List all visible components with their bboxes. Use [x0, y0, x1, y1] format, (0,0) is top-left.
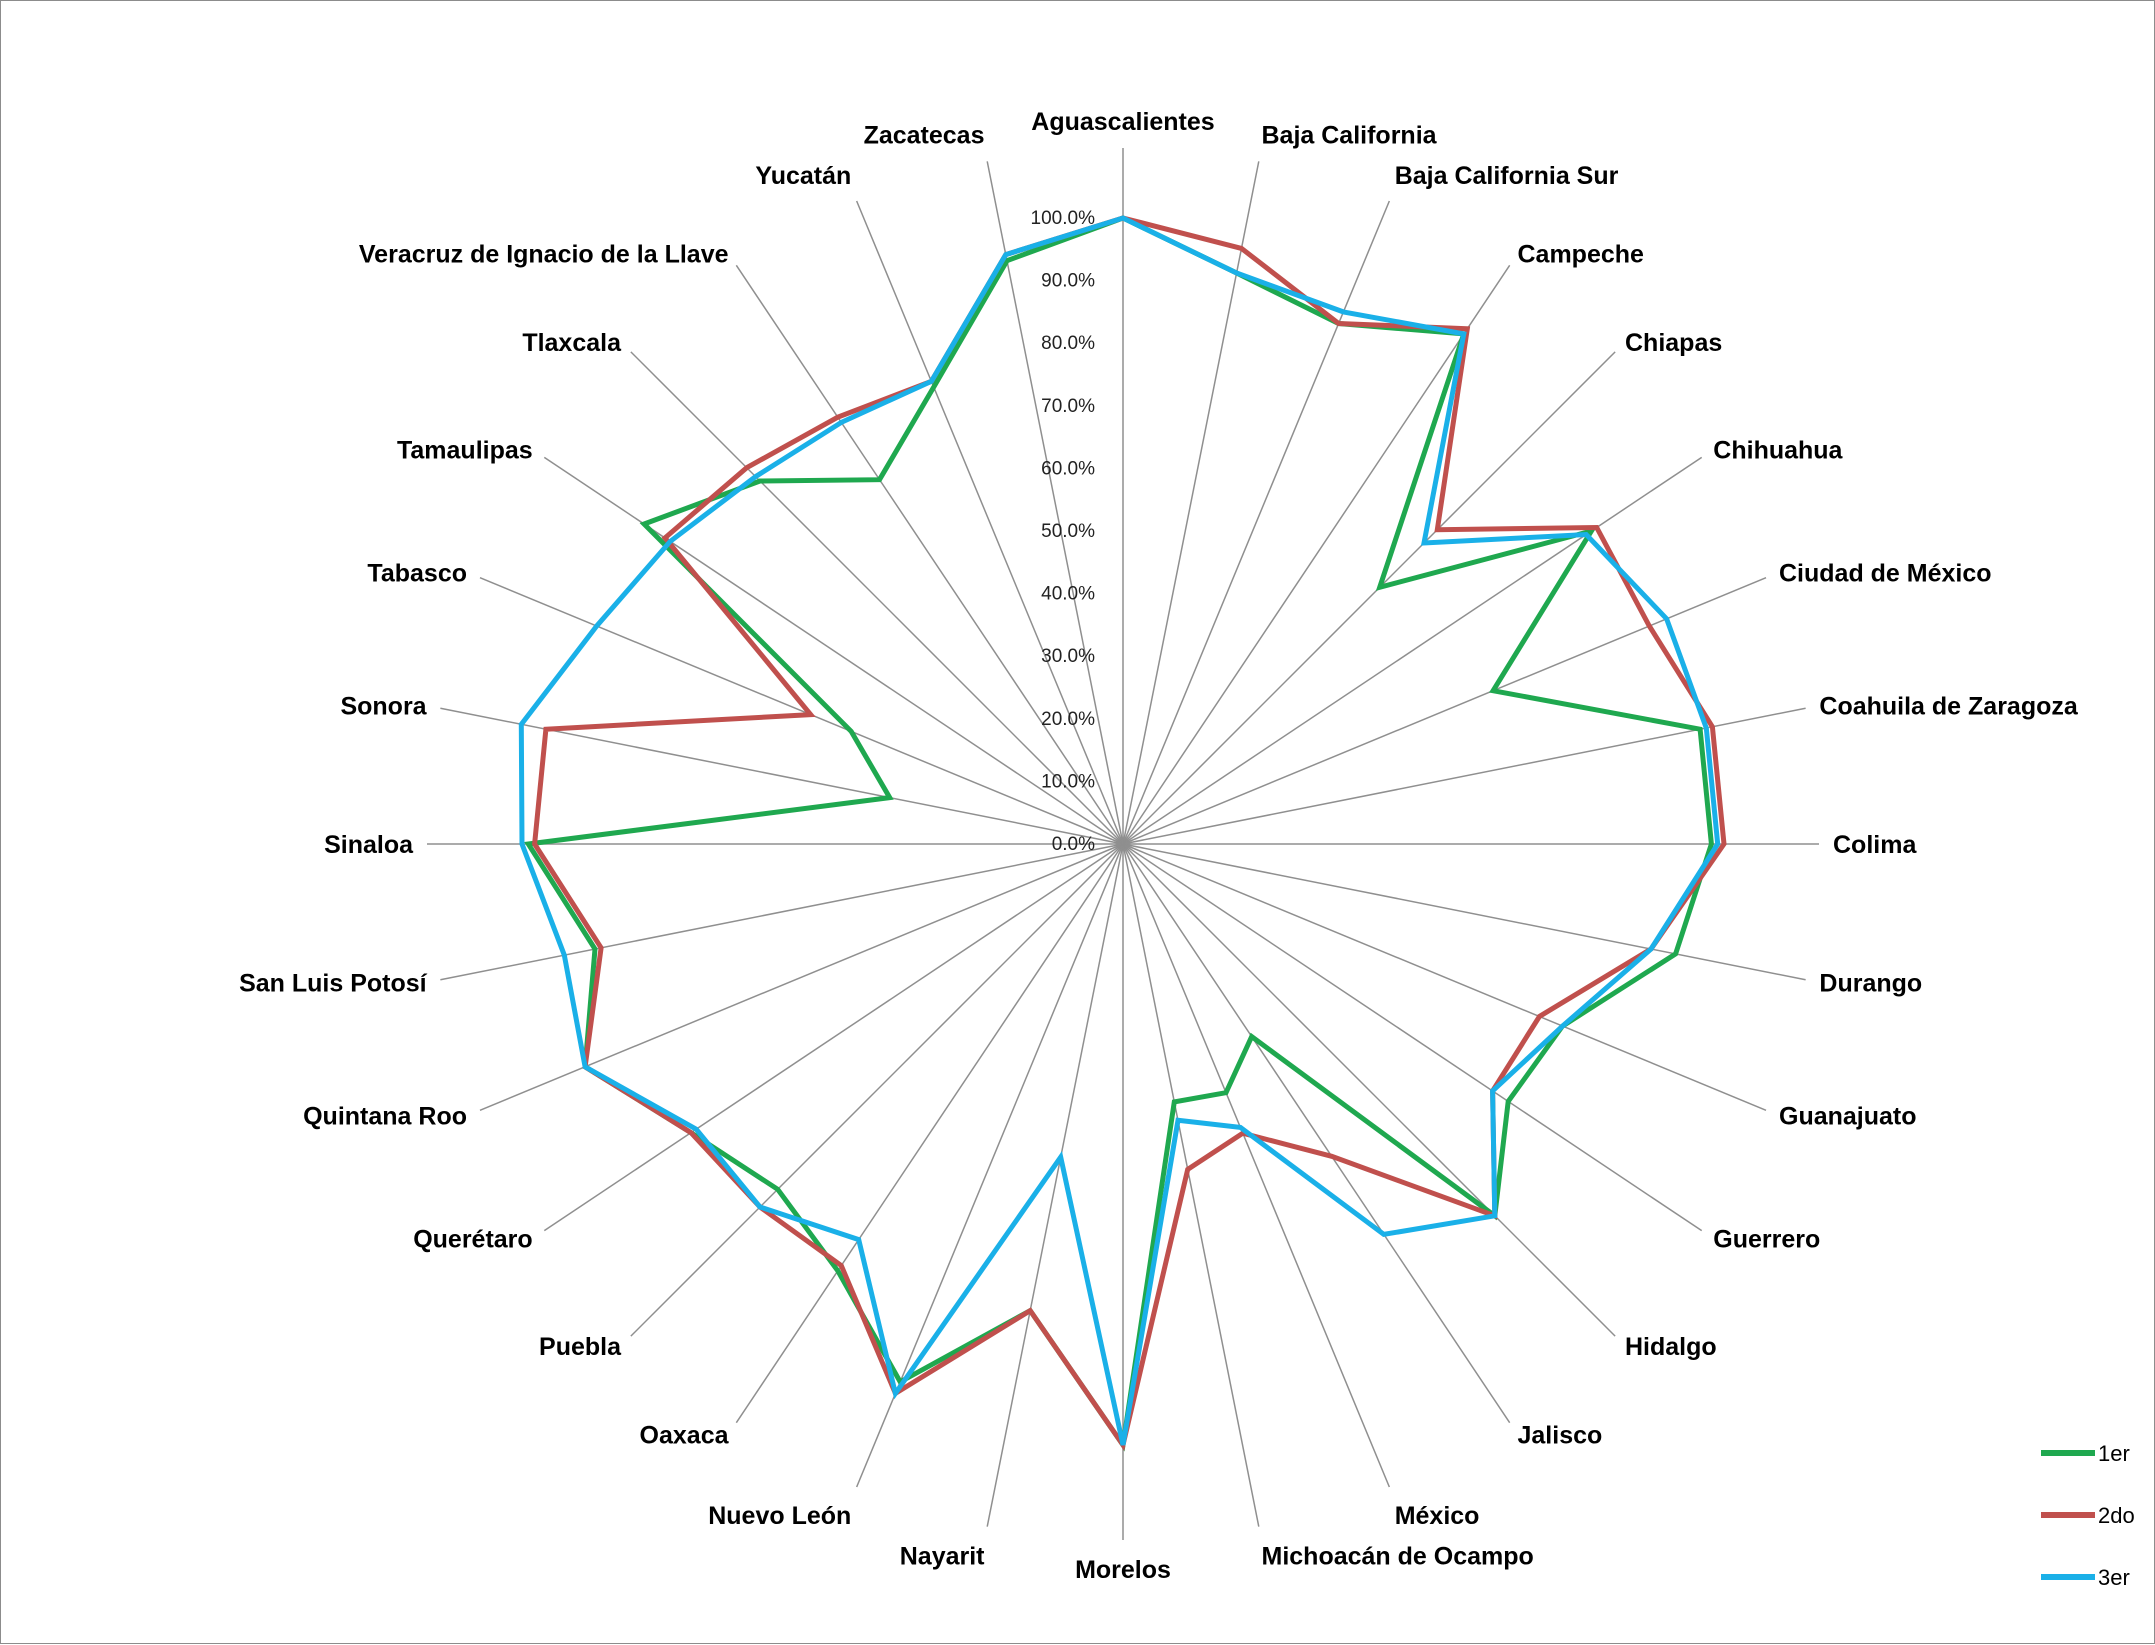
spoke-4: [1123, 352, 1615, 844]
tick-label: 0.0%: [1052, 834, 1095, 855]
category-label: Ciudad de México: [1779, 559, 1992, 587]
category-label: Baja California: [1262, 122, 1438, 150]
category-label: Chihuahua: [1713, 437, 1843, 465]
category-label: Zacatecas: [864, 122, 985, 150]
category-label: Veracruz de Ignacio de la Llave: [359, 241, 729, 269]
legend-label-2do: 2do: [2098, 1503, 2135, 1528]
category-label: Oaxaca: [640, 1421, 730, 1449]
spoke-22: [480, 844, 1123, 1110]
tick-label: 40.0%: [1041, 584, 1095, 605]
series-3er: [521, 218, 1717, 1445]
category-label: Quintana Roo: [303, 1103, 467, 1131]
category-label: Tamaulipas: [397, 437, 533, 465]
category-label: Nuevo León: [708, 1502, 851, 1530]
category-labels: Aguascalientes Baja California Baja Califo…: [239, 108, 2079, 1584]
category-label: San Luis Potosí: [239, 970, 428, 998]
tick-label: 20.0%: [1041, 709, 1095, 730]
spoke-26: [480, 578, 1123, 844]
tick-label: 10.0%: [1041, 771, 1095, 792]
tick-label: 70.0%: [1041, 396, 1095, 417]
category-label: Nayarit: [900, 1542, 985, 1570]
category-label: México: [1395, 1502, 1480, 1530]
legend-label-3er: 3er: [2098, 1565, 2130, 1590]
category-label: Querétaro: [413, 1226, 532, 1254]
category-label: Baja California Sur: [1395, 162, 1619, 190]
tick-label: 80.0%: [1041, 333, 1095, 354]
category-label: Hidalgo: [1625, 1333, 1717, 1361]
category-label: Tlaxcala: [522, 329, 622, 357]
category-label: Colima: [1833, 831, 1917, 859]
category-label: Durango: [1819, 970, 1922, 998]
category-label: Jalisco: [1518, 1421, 1603, 1449]
category-label: Puebla: [539, 1333, 622, 1361]
category-label: Sinaloa: [324, 831, 414, 859]
tick-labels: 0.0% 10.0% 20.0% 30.0% 40.0% 50.0% 60.0% 70.0% 8…: [1031, 208, 1096, 855]
category-label: Sonora: [340, 693, 427, 721]
category-label: Yucatán: [755, 162, 851, 190]
category-label: Guerrero: [1713, 1226, 1820, 1254]
category-label: Aguascalientes: [1031, 108, 1214, 136]
legend-label-1er: 1er: [2098, 1441, 2130, 1466]
tick-label: 100.0%: [1031, 208, 1096, 229]
spoke-10: [1123, 844, 1766, 1110]
spoke-2: [1123, 201, 1389, 844]
tick-label: 30.0%: [1041, 646, 1095, 667]
series-2do: [535, 218, 1724, 1445]
tick-label: 50.0%: [1041, 521, 1095, 542]
category-label: Michoacán de Ocampo: [1262, 1542, 1534, 1570]
tick-label: 90.0%: [1041, 271, 1095, 292]
legend: 1er 2do 3er: [2041, 1441, 2135, 1590]
category-label: Tabasco: [367, 559, 467, 587]
category-label: Guanajuato: [1779, 1103, 1917, 1131]
spoke-6: [1123, 578, 1766, 844]
spoke-12: [1123, 844, 1615, 1336]
tick-label: 60.0%: [1041, 458, 1095, 479]
category-label: Chiapas: [1625, 329, 1722, 357]
category-label: Coahuila de Zaragoza: [1819, 693, 2078, 721]
spoke-20: [631, 844, 1123, 1336]
spoke-lines: [427, 148, 1819, 1540]
category-label: Morelos: [1075, 1556, 1171, 1584]
category-label: Campeche: [1518, 241, 1645, 269]
